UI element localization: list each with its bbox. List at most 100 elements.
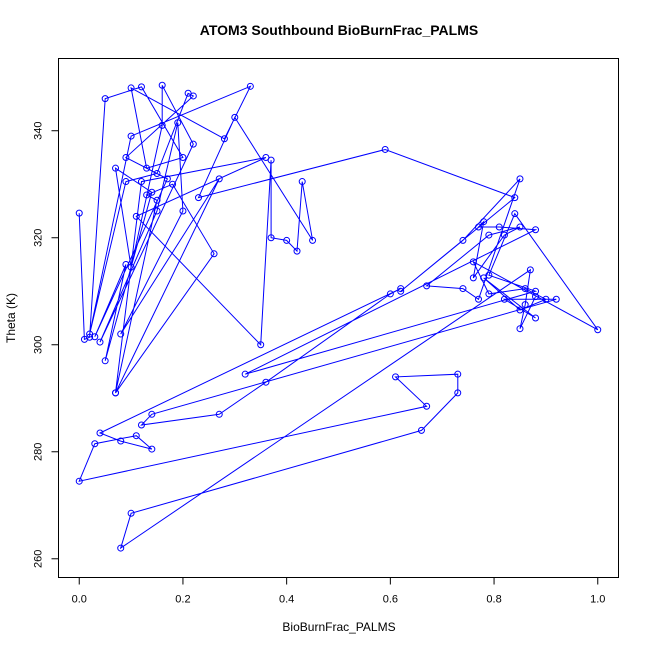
data-point: [386, 290, 394, 298]
data-point: [241, 370, 249, 378]
data-point: [117, 330, 125, 338]
data-point: [195, 194, 202, 202]
data-point: [257, 341, 265, 349]
data-point: [500, 231, 508, 239]
data-point: [101, 95, 109, 103]
data-point: [137, 83, 145, 91]
data-point: [532, 226, 540, 234]
data-point: [96, 338, 104, 346]
data-point: [158, 121, 166, 129]
y-tick-label: 300: [33, 336, 45, 354]
series-path: [78, 85, 599, 550]
data-point: [516, 306, 524, 314]
data-point: [112, 164, 120, 172]
data-point: [101, 357, 109, 365]
data-point: [262, 378, 270, 386]
data-point: [511, 194, 519, 202]
data-point: [220, 135, 228, 143]
data-point: [309, 236, 317, 244]
data-point: [475, 223, 482, 231]
data-point: [148, 410, 156, 418]
data-point: [500, 295, 508, 303]
x-tick-label: 0.4: [279, 594, 294, 606]
data-point: [143, 164, 151, 172]
x-axis: 0.0 0.2 0.4 0.6 0.8 1.0: [72, 577, 605, 606]
data-point: [397, 285, 405, 293]
data-point: [469, 258, 477, 266]
data-point: [137, 178, 145, 186]
data-point: [293, 247, 301, 255]
data-point: [143, 191, 151, 199]
data-point: [127, 509, 135, 517]
y-tick-label: 320: [33, 229, 45, 247]
data-point: [179, 153, 187, 161]
data-point: [75, 477, 83, 485]
data-point: [210, 250, 218, 258]
data-point: [91, 333, 99, 341]
data-point: [485, 290, 493, 298]
data-point: [231, 113, 239, 121]
data-point: [127, 263, 135, 271]
data-point: [392, 373, 400, 381]
data-point: [526, 266, 534, 274]
data-point: [127, 84, 135, 92]
data-point: [96, 429, 104, 437]
data-point: [516, 325, 524, 333]
data-point: [454, 370, 462, 378]
data-point: [215, 175, 223, 183]
data-point: [189, 140, 197, 148]
data-point: [480, 274, 488, 282]
data-point: [381, 145, 389, 153]
data-point: [91, 440, 99, 448]
series-line: [75, 81, 602, 552]
data-point: [532, 293, 540, 301]
data-point: [423, 282, 431, 290]
data-point: [495, 223, 503, 231]
data-point: [246, 82, 254, 90]
data-point: [552, 295, 560, 303]
data-point: [148, 445, 156, 453]
data-point: [480, 218, 488, 226]
data-point: [459, 236, 467, 244]
data-point: [117, 437, 125, 445]
data-point: [163, 175, 171, 183]
data-point: [469, 274, 477, 282]
y-axis: 260 280 300 320 340: [33, 122, 59, 568]
y-tick-label: 280: [33, 443, 45, 461]
data-point: [516, 175, 524, 183]
data-point: [122, 178, 130, 186]
data-point: [532, 314, 540, 322]
data-point: [137, 421, 145, 429]
data-point: [158, 81, 166, 89]
data-point: [153, 207, 161, 215]
data-point: [117, 544, 125, 552]
x-axis-label: BioBurnFrac_PALMS: [282, 620, 395, 634]
data-point: [132, 212, 140, 220]
data-point: [179, 207, 187, 215]
data-point: [397, 287, 405, 295]
data-point: [423, 402, 431, 410]
data-point: [153, 196, 161, 204]
x-tick-label: 1.0: [590, 594, 605, 606]
data-point: [112, 389, 120, 397]
data-point: [417, 426, 425, 434]
data-point: [189, 92, 197, 100]
x-tick-label: 0.0: [72, 594, 87, 606]
data-point: [75, 209, 83, 217]
data-point: [459, 285, 467, 293]
data-point: [298, 178, 306, 186]
data-point: [516, 223, 524, 231]
data-point: [521, 285, 529, 293]
data-point: [542, 295, 550, 303]
data-point: [532, 287, 540, 295]
data-point: [594, 326, 602, 334]
data-point: [485, 231, 493, 239]
data-point: [132, 432, 140, 440]
data-point: [475, 295, 482, 303]
data-point: [153, 170, 161, 178]
data-point: [127, 132, 135, 140]
x-tick-label: 0.6: [383, 594, 398, 606]
chart-title: ATOM3 Southbound BioBurnFrac_PALMS: [200, 22, 478, 38]
data-point: [174, 119, 182, 127]
